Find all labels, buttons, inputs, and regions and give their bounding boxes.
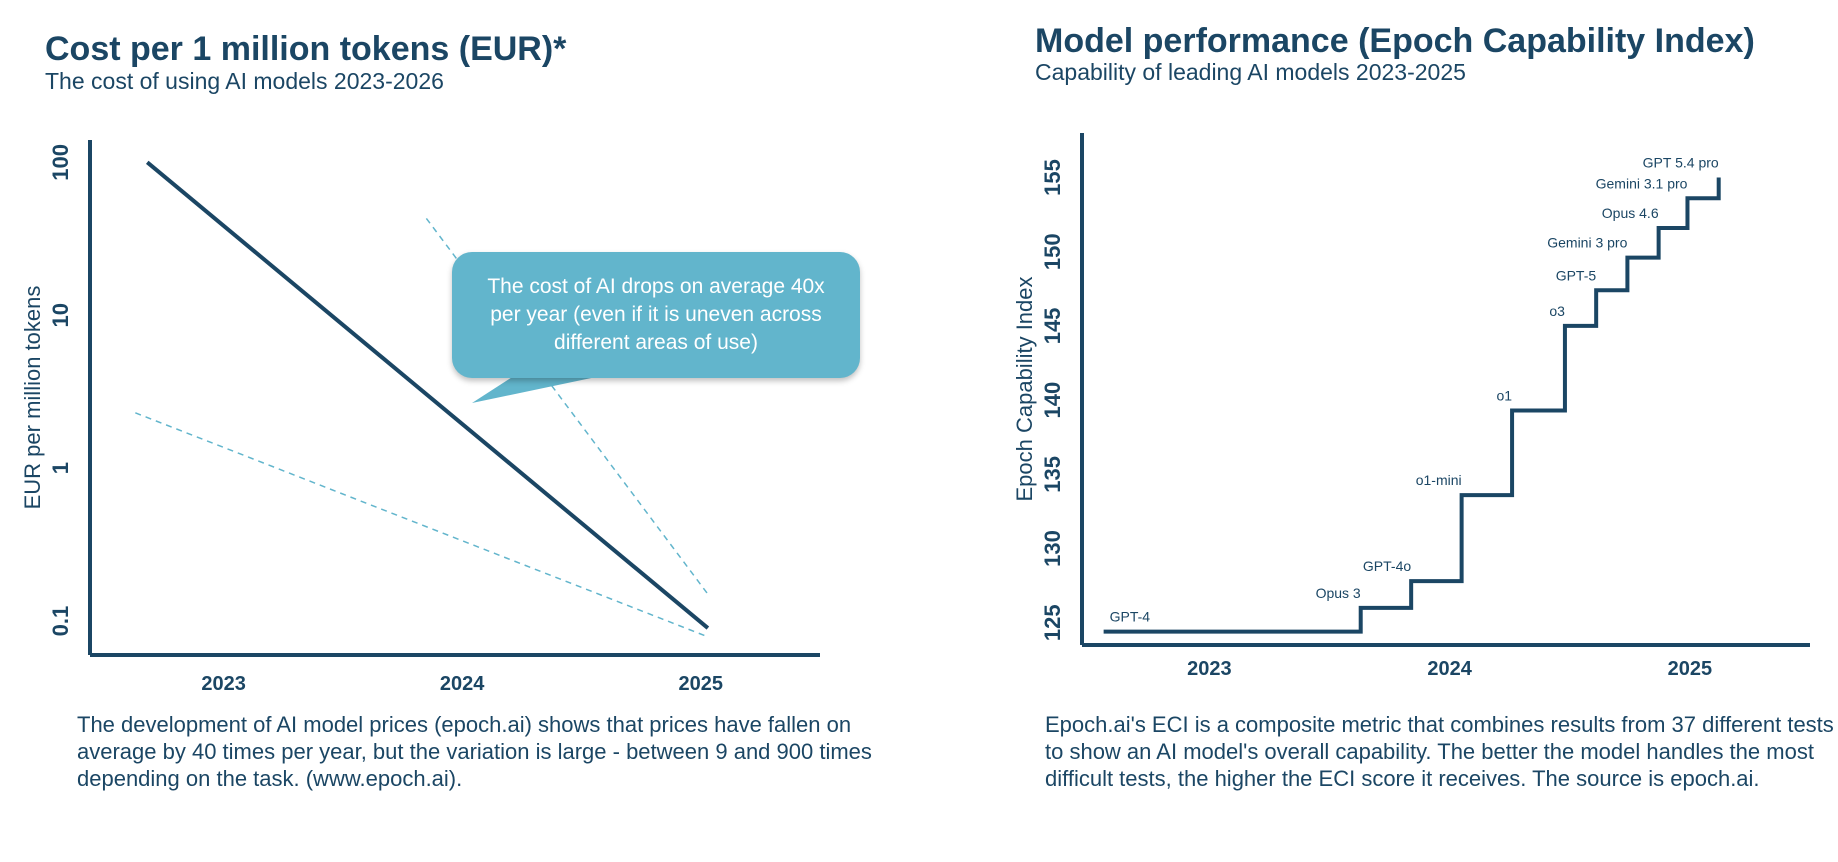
cost-trend-line [145, 160, 710, 630]
cost-y-tick-label: 10 [48, 303, 73, 327]
eci-model-label: Opus 3 [1316, 585, 1361, 601]
eci-model-label: o3 [1549, 303, 1565, 319]
cost-chart-description: The development of AI model prices (epoc… [77, 712, 872, 791]
eci-model-label: GPT-4 [1110, 609, 1151, 625]
cost-y-axis-label: EUR per million tokens [20, 286, 45, 510]
performance-chart-title: Model performance (Epoch Capability Inde… [1035, 22, 1755, 60]
performance-chart-panel: Model performance (Epoch Capability Inde… [900, 0, 1838, 862]
cost-x-tick-label: 2024 [440, 673, 485, 695]
performance-chart-description: Epoch.ai's ECI is a composite metric tha… [1045, 712, 1834, 791]
eci-model-label: GPT-4o [1363, 558, 1411, 574]
eci-y-tick-label: 155 [1040, 159, 1065, 196]
eci-y-tick-label: 140 [1040, 382, 1065, 419]
eci-step-line [1103, 177, 1721, 634]
cost-y-tick-label: 1 [48, 462, 73, 474]
cost-x-tick-label: 2023 [201, 673, 246, 695]
eci-x-tick-label: 2025 [1668, 658, 1713, 680]
performance-chart-subtitle: Capability of leading AI models 2023-202… [1035, 59, 1466, 85]
eci-model-label: Gemini 3 pro [1547, 235, 1627, 251]
cost-chart-panel: Cost per 1 million tokens (EUR)* The cos… [0, 0, 900, 862]
eci-y-axis-label: Epoch Capability Index [1012, 276, 1037, 501]
cost-chart-title: Cost per 1 million tokens (EUR)* [45, 30, 567, 68]
callout-bubble: The cost of AI drops on average 40x per … [452, 252, 860, 378]
eci-x-tick-label: 2023 [1187, 658, 1232, 680]
cost-y-tick-label: 100 [48, 144, 73, 181]
eci-y-tick-label: 130 [1040, 530, 1065, 567]
eci-model-label: o1-mini [1416, 472, 1462, 488]
eci-y-tick-label: 125 [1040, 604, 1065, 641]
eci-y-tick-label: 145 [1040, 308, 1065, 345]
eci-model-label: GPT-5 [1556, 267, 1597, 283]
cost-x-tick-label: 2025 [678, 673, 723, 695]
performance-chart-svg: 125 130 135 140 145 150 155 2023 2024 2025 Epoch C… [1012, 133, 1810, 680]
cost-range-dashed-line [135, 412, 706, 637]
eci-y-tick-label: 150 [1040, 233, 1065, 270]
eci-y-tick-label: 135 [1040, 456, 1065, 493]
cost-chart-svg: 0.1 1 10 100 2023 2024 2025 EUR per million tok… [20, 140, 820, 695]
eci-model-label: o1 [1496, 388, 1512, 404]
eci-model-label: Gemini 3.1 pro [1596, 175, 1688, 191]
cost-y-tick-label: 0.1 [48, 606, 73, 637]
eci-model-label: Opus 4.6 [1602, 205, 1659, 221]
eci-x-tick-label: 2024 [1427, 658, 1472, 680]
callout-tail [472, 372, 620, 403]
eci-model-label: GPT 5.4 pro [1643, 155, 1719, 171]
cost-chart-subtitle: The cost of using AI models 2023-2026 [45, 68, 444, 94]
